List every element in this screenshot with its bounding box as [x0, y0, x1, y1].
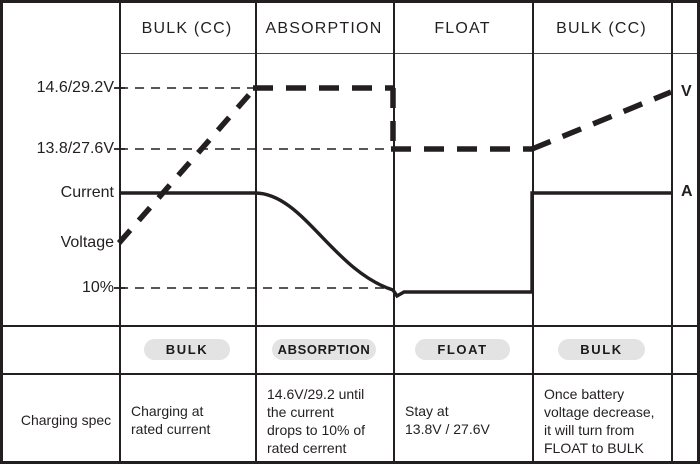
column-divider-1 — [255, 3, 257, 461]
spec-cell-text: Charging at rated current — [131, 403, 211, 437]
stage-title-label: FLOAT — [434, 20, 491, 37]
stage-badge-absorption: ABSORPTION — [271, 338, 377, 360]
stage-title-label: BULK (CC) — [556, 20, 647, 37]
chart-bottom-divider — [3, 325, 697, 327]
stage-title-float: FLOAT — [393, 13, 532, 45]
spec-row-right-divider — [671, 373, 673, 461]
axis-left — [119, 3, 121, 373]
spec-cell-text: Once battery voltage decrease, it will t… — [544, 386, 655, 456]
stage-badge-bulk-2: BULK — [558, 338, 645, 360]
stage-title-label: ABSORPTION — [265, 20, 383, 37]
badge-cell-bulk-1: BULK — [119, 331, 255, 367]
spec-cell-text: Stay at 13.8V / 27.6V — [405, 403, 490, 437]
badge-cell-absorption: ABSORPTION — [255, 331, 393, 367]
y-axis-label-ten-percent: 10% — [81, 279, 114, 296]
current-curve-bulk2-step — [530, 191, 671, 292]
stage-badge-float: FLOAT — [415, 338, 510, 360]
axis-letter-voltage: V — [681, 83, 692, 100]
badge-cell-float: FLOAT — [393, 331, 532, 367]
spec-row-label: Charging spec — [13, 373, 119, 461]
spec-row-left-divider — [119, 373, 121, 461]
voltage-curve-bulk-rise — [116, 86, 258, 245]
stage-title-label: BULK (CC) — [141, 20, 233, 37]
current-curve-absorption-decay — [254, 191, 394, 292]
spec-cell-bulk-2: Once battery voltage decrease, it will t… — [544, 385, 669, 457]
spec-cell-float: Stay at 13.8V / 27.6V — [405, 373, 530, 461]
y-axis-label-voltage: Voltage — [60, 234, 114, 251]
spec-cell-absorption: 14.6V/29.2 until the current drops to 10… — [267, 385, 391, 457]
voltage-curve-bulk2-rise — [530, 89, 673, 152]
y-axis-label-v-absorption: 14.6/29.2V — [36, 79, 114, 96]
stage-title-bulk-1: BULK (CC) — [119, 13, 255, 45]
spec-cell-bulk-1: Charging at rated current — [131, 373, 251, 461]
current-curve-float-notch — [391, 289, 532, 299]
axis-right — [671, 3, 673, 373]
spec-cell-text: 14.6V/29.2 until the current drops to 10… — [267, 386, 366, 456]
axis-letter-current: A — [681, 183, 693, 200]
y-axis-label-current: Current — [60, 184, 114, 201]
badge-row-divider — [3, 373, 697, 375]
header-divider — [119, 53, 697, 54]
chart-plot-area — [114, 85, 673, 299]
column-divider-2 — [393, 3, 395, 461]
y-axis-label-v-float: 13.8/27.6V — [36, 140, 114, 157]
stage-badge-bulk-1: BULK — [143, 338, 231, 360]
stage-title-bulk-2: BULK (CC) — [532, 13, 671, 45]
badge-cell-bulk-2: BULK — [532, 331, 671, 367]
spec-row-label-text: Charging spec — [20, 412, 112, 428]
stage-title-absorption: ABSORPTION — [255, 13, 393, 45]
